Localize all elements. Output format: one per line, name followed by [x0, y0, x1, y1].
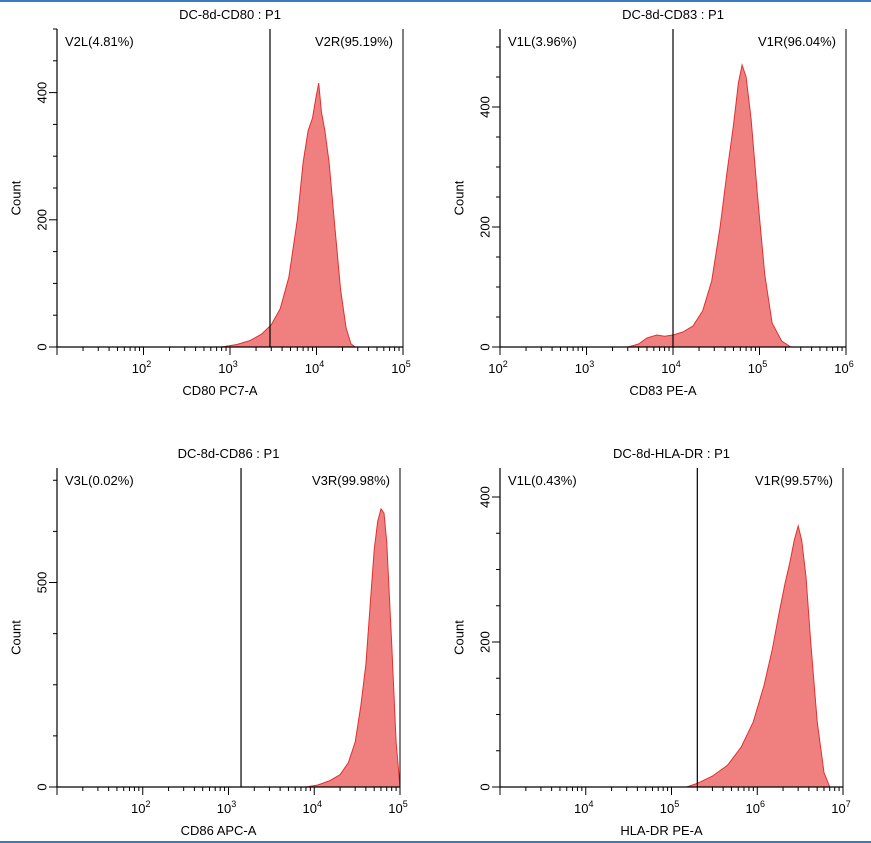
- gate-label-left: V2L(4.81%): [65, 34, 134, 49]
- x-axis-label: CD86 APC-A: [181, 823, 257, 838]
- y-tick-label: 200: [477, 631, 492, 653]
- gate-label-left: V1L(0.43%): [508, 473, 577, 488]
- x-tick-label: 103: [217, 799, 236, 816]
- y-tick-label: 400: [477, 96, 492, 118]
- x-tick-label: 102: [132, 359, 151, 376]
- x-tick-label: 106: [746, 799, 765, 816]
- histogram-area: [221, 83, 357, 348]
- gate-label-left: V1L(3.96%): [508, 34, 577, 49]
- gate-label-right: V3R(99.98%): [312, 473, 390, 488]
- x-axis-label: HLA-DR PE-A: [620, 823, 703, 838]
- histogram-panel-3: DC-8d-CD86 : P1 V3L(0.02%) V3R(99.98%) 102 1…: [8, 446, 407, 838]
- x-tick-label: 107: [831, 799, 850, 816]
- panel-title: DC-8d-CD83 : P1: [622, 7, 724, 22]
- gate-label-left: V3L(0.02%): [65, 473, 134, 488]
- histogram-area: [627, 63, 793, 348]
- x-tick-label: 106: [834, 359, 853, 376]
- x-tick-label: 102: [488, 359, 507, 376]
- y-tick-label: 400: [34, 82, 49, 104]
- gate-label-right: V1R(96.04%): [758, 34, 836, 49]
- x-tick-label: 105: [388, 799, 407, 816]
- y-axis-label: Count: [451, 620, 466, 655]
- y-tick-label: 0: [34, 783, 49, 790]
- y-tick-label: 400: [477, 486, 492, 508]
- x-tick-label: 105: [748, 359, 767, 376]
- x-tick-label: 104: [303, 799, 322, 816]
- x-tick-label: 105: [660, 799, 679, 816]
- histogram-area: [686, 524, 831, 788]
- panel-title: DC-8d-CD80 : P1: [179, 7, 281, 22]
- x-tick-label: 102: [131, 799, 150, 816]
- x-axis-label: CD80 PC7-A: [182, 383, 257, 398]
- y-axis-label: Count: [8, 620, 23, 655]
- bottom-border: [0, 841, 871, 843]
- y-tick-label: 200: [34, 209, 49, 231]
- y-tick-label: 200: [477, 216, 492, 238]
- top-border: [0, 0, 871, 2]
- x-tick-label: 105: [391, 359, 410, 376]
- panel-title: DC-8d-HLA-DR : P1: [613, 446, 730, 461]
- histogram-panel-4: DC-8d-HLA-DR : P1 V1L(0.43%) V1R(99.57%) 10…: [451, 446, 850, 838]
- histogram-panel-1: DC-8d-CD80 : P1 V2L(4.81%) V2R(95.19%) 102 1…: [8, 7, 410, 398]
- panel-title: DC-8d-CD86 : P1: [178, 446, 280, 461]
- x-axis-label: CD83 PE-A: [629, 383, 697, 398]
- x-tick-label: 103: [575, 359, 594, 376]
- y-tick-label: 500: [34, 572, 49, 594]
- histogram-area: [305, 507, 401, 788]
- x-tick-label: 104: [574, 799, 593, 816]
- y-tick-label: 0: [34, 343, 49, 350]
- y-axis-label: Count: [451, 180, 466, 215]
- histogram-panel-2: DC-8d-CD83 : P1 V1L(3.96%) V1R(96.04%) 102 1…: [451, 7, 853, 398]
- x-tick-label: 103: [218, 359, 237, 376]
- y-tick-label: 0: [477, 783, 492, 790]
- x-tick-label: 104: [661, 359, 680, 376]
- gate-label-right: V2R(95.19%): [315, 34, 393, 49]
- y-axis-label: Count: [8, 180, 23, 215]
- gate-label-right: V1R(99.57%): [755, 473, 833, 488]
- x-tick-label: 104: [305, 359, 324, 376]
- y-tick-label: 0: [477, 343, 492, 350]
